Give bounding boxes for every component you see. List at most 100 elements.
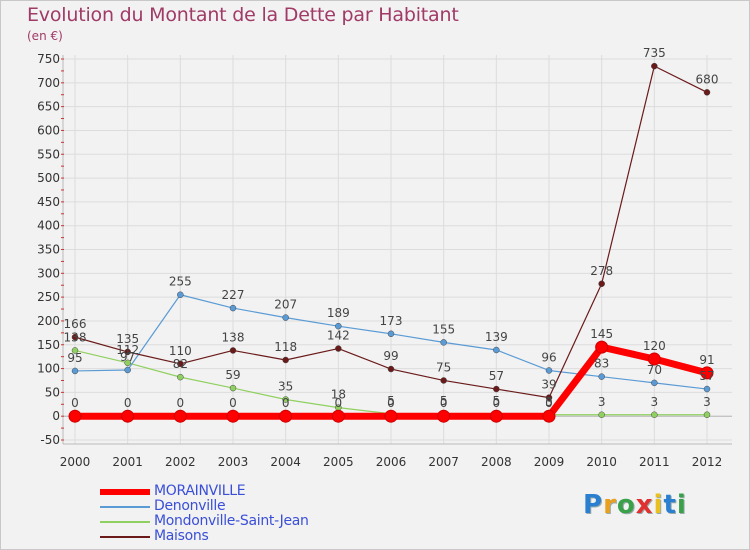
y-tick-label: 350 bbox=[37, 243, 60, 257]
series-point-morainville bbox=[226, 409, 240, 423]
x-tick-label: 2006 bbox=[376, 455, 407, 469]
x-tick-label: 2008 bbox=[481, 455, 512, 469]
data-label-denonville: 227 bbox=[222, 288, 245, 302]
series-point-maisons bbox=[229, 347, 237, 354]
series-point-denonville bbox=[335, 322, 342, 330]
series-point-denonville bbox=[440, 339, 447, 346]
series-point-mondonville-saint-jean bbox=[71, 347, 79, 354]
y-tick-label: 750 bbox=[37, 52, 60, 66]
series-point-denonville bbox=[71, 367, 79, 375]
data-label-morainville: 91 bbox=[699, 353, 714, 367]
series-point-morainville bbox=[173, 409, 187, 423]
data-label-mondonville-saint-jean: 5 bbox=[493, 394, 501, 408]
series-point-maisons bbox=[71, 333, 79, 341]
series-point-mondonville-saint-jean bbox=[598, 411, 605, 419]
data-label-maisons: 138 bbox=[222, 330, 245, 344]
series-point-denonville bbox=[387, 330, 395, 338]
series-point-maisons bbox=[335, 345, 342, 352]
data-label-mondonville-saint-jean: 3 bbox=[703, 395, 711, 409]
series-point-maisons bbox=[598, 280, 605, 288]
x-tick-label: 2011 bbox=[639, 455, 670, 469]
legend-swatch-morainville bbox=[100, 489, 150, 495]
legend-swatch-maisons bbox=[100, 536, 150, 538]
x-tick-label: 2001 bbox=[112, 455, 143, 469]
series-point-morainville bbox=[121, 409, 135, 423]
data-label-maisons: 278 bbox=[590, 264, 613, 278]
chart-unit-label: (en €) bbox=[27, 29, 63, 43]
series-point-denonville bbox=[177, 291, 184, 298]
data-label-mondonville-saint-jean: 35 bbox=[278, 380, 293, 394]
proxiti-logo[interactable]: Proxiti bbox=[583, 490, 687, 520]
series-point-maisons bbox=[387, 365, 395, 373]
series-point-morainville bbox=[595, 340, 609, 354]
data-label-maisons: 75 bbox=[436, 360, 451, 374]
series-point-denonville bbox=[229, 304, 237, 312]
series-point-maisons bbox=[124, 348, 131, 356]
y-tick-label: 250 bbox=[37, 290, 60, 304]
data-label-morainville: 0 bbox=[71, 396, 79, 410]
x-tick-label: 2012 bbox=[692, 455, 723, 469]
series-point-maisons bbox=[177, 360, 184, 368]
data-label-maisons: 110 bbox=[169, 344, 192, 358]
data-label-maisons: 166 bbox=[64, 317, 87, 331]
series-point-denonville bbox=[598, 373, 605, 380]
x-tick-label: 2005 bbox=[323, 455, 354, 469]
data-label-mondonville-saint-jean: 3 bbox=[598, 395, 606, 409]
data-label-maisons: 680 bbox=[696, 72, 719, 86]
y-tick-label: -50 bbox=[40, 433, 60, 447]
data-label-denonville: 97 bbox=[120, 350, 135, 364]
legend-label-mondonville: Mondonville-Saint-Jean bbox=[154, 513, 309, 529]
data-label-denonville: 83 bbox=[594, 357, 609, 371]
data-label-morainville: 0 bbox=[493, 396, 501, 410]
data-label-morainville: 0 bbox=[229, 396, 237, 410]
logo-letter: i bbox=[676, 490, 687, 520]
series-point-maisons bbox=[282, 356, 289, 364]
series-point-morainville bbox=[68, 409, 82, 423]
series-point-mondonville-saint-jean bbox=[703, 411, 711, 419]
legend-label-maisons: Maisons bbox=[154, 528, 209, 544]
series-point-morainville bbox=[331, 409, 345, 423]
data-label-denonville: 95 bbox=[67, 351, 82, 365]
data-label-mondonville-saint-jean: 138 bbox=[64, 330, 87, 344]
series-point-mondonville-saint-jean bbox=[124, 359, 131, 367]
legend-swatch-mondonville bbox=[100, 521, 150, 523]
data-label-mondonville-saint-jean: 5 bbox=[440, 394, 448, 408]
x-tick-label: 2000 bbox=[60, 455, 91, 469]
y-tick-label: 550 bbox=[37, 147, 60, 161]
legend-label-denonville: Denonville bbox=[154, 498, 226, 514]
data-label-mondonville-saint-jean: 3 bbox=[545, 395, 553, 409]
data-label-maisons: 118 bbox=[274, 340, 297, 354]
series-point-denonville bbox=[545, 367, 553, 374]
data-label-denonville: 96 bbox=[541, 350, 556, 364]
logo-letter: P bbox=[583, 490, 604, 520]
x-tick-label: 2010 bbox=[586, 455, 617, 469]
series-point-mondonville-saint-jean bbox=[651, 411, 658, 419]
data-label-mondonville-saint-jean: 5 bbox=[387, 394, 395, 408]
series-point-morainville bbox=[489, 409, 503, 423]
data-label-morainville: 0 bbox=[387, 396, 395, 410]
y-tick-label: 400 bbox=[37, 219, 60, 233]
series-point-morainville bbox=[700, 366, 714, 380]
data-label-denonville: 139 bbox=[485, 330, 508, 344]
data-label-maisons: 39 bbox=[541, 378, 556, 392]
series-point-mondonville-saint-jean bbox=[177, 373, 184, 381]
logo-letter: t bbox=[663, 490, 677, 520]
series-point-morainville bbox=[647, 352, 661, 366]
logo-letter: r bbox=[603, 490, 617, 520]
logo-letter: x bbox=[635, 490, 654, 520]
data-label-denonville: 57 bbox=[699, 369, 714, 383]
y-tick-label: 200 bbox=[37, 314, 60, 328]
series-point-denonville bbox=[282, 314, 289, 321]
legend-swatch-denonville bbox=[100, 506, 150, 508]
y-tick-label: 600 bbox=[37, 123, 60, 137]
data-label-maisons: 135 bbox=[116, 332, 139, 346]
series-point-mondonville-saint-jean bbox=[229, 384, 237, 392]
data-label-maisons: 99 bbox=[383, 349, 398, 363]
data-label-mondonville-saint-jean: 18 bbox=[331, 388, 346, 402]
series-point-maisons bbox=[440, 377, 447, 384]
data-label-maisons: 735 bbox=[643, 46, 666, 60]
data-label-morainville: 0 bbox=[545, 396, 553, 410]
data-label-mondonville-saint-jean: 59 bbox=[225, 368, 240, 382]
series-point-morainville bbox=[542, 409, 556, 423]
